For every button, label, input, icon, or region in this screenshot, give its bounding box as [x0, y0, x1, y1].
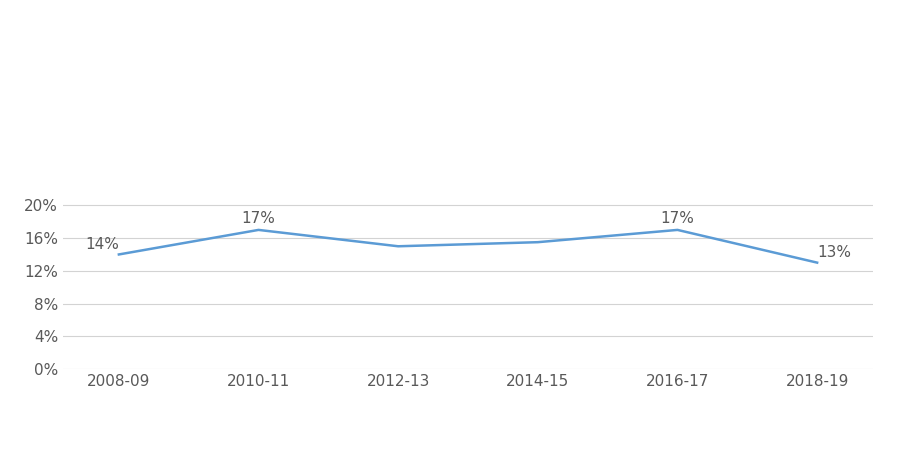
Text: 13%: 13%	[817, 245, 850, 260]
Text: 14%: 14%	[86, 237, 119, 252]
Text: 17%: 17%	[241, 211, 275, 226]
Text: 17%: 17%	[661, 211, 695, 226]
